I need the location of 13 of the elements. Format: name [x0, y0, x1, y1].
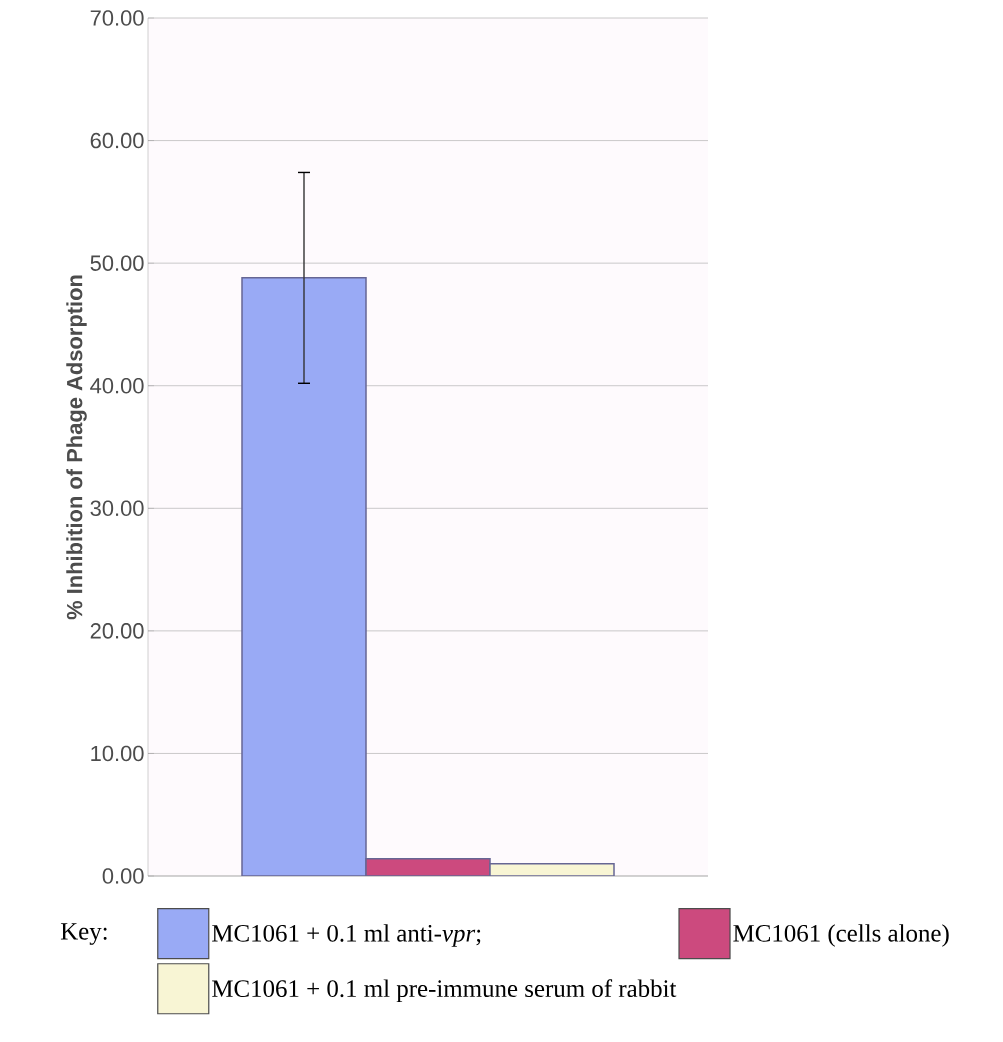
- y-tick-label: 0.00: [102, 868, 144, 884]
- y-tick-label: 70.00: [90, 10, 144, 26]
- y-tick-label: 60.00: [90, 132, 144, 149]
- legend-title: Key:: [60, 923, 107, 945]
- legend-label: MC1061 (cells alone): [733, 924, 949, 947]
- y-tick-label: 20.00: [90, 623, 144, 639]
- y-tick-label: 40.00: [90, 377, 144, 394]
- y-axis-title: % Inhibition of Phage Adsorption: [66, 275, 87, 620]
- y-tick-label: 30.00: [90, 500, 144, 517]
- y-tick-label: 10.00: [91, 745, 144, 762]
- y-tick-label: 50.00: [90, 255, 144, 271]
- legend-label: MC1061 + 0.1 ml pre-immune serum of rabbit: [212, 979, 677, 1003]
- legend-label: MC1061 + 0.1 ml anti-vpr;: [212, 924, 481, 947]
